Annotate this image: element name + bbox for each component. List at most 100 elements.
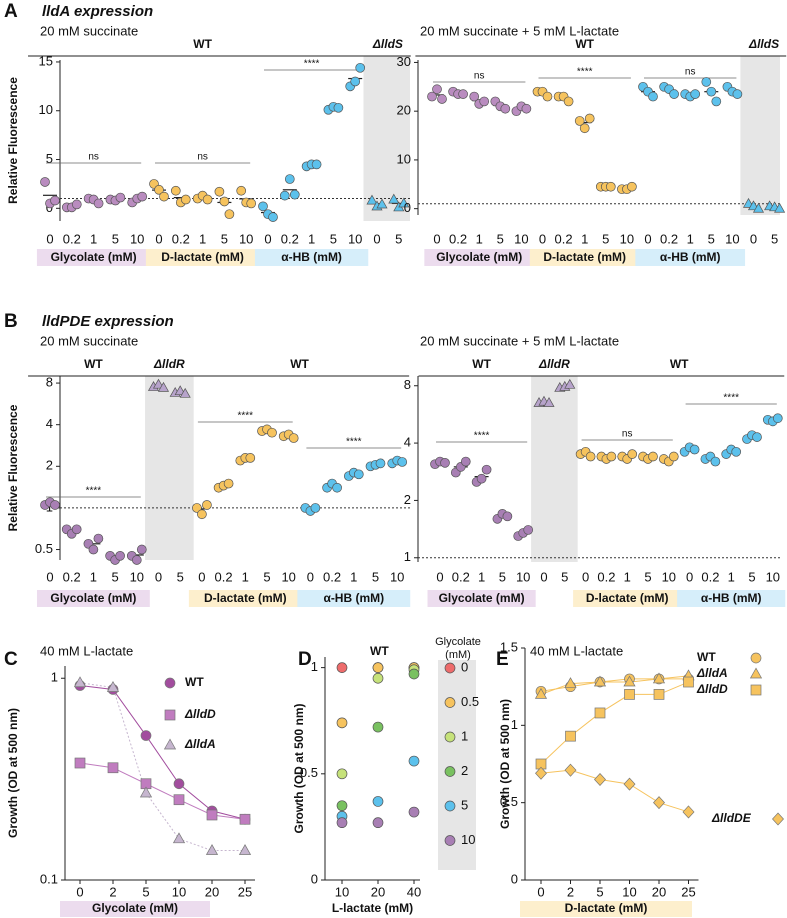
x-tick-label: 5 [111,569,118,584]
data-point [564,677,577,688]
data-point [206,809,218,821]
legend-marker [750,652,762,664]
legend-marker [444,697,456,708]
data-point [711,96,722,107]
header-label: ΔlldR [538,357,570,371]
x-tick-label: 1 [624,569,631,584]
x-tick-label: 10 [514,231,528,246]
group-label: α-HB (mM) [281,250,342,264]
x-tick-label: 10 [130,569,144,584]
data-point [372,796,384,807]
data-point [355,62,366,73]
y-tick-label: 0 [404,200,411,215]
group-label: α-HB (mM) [323,591,384,605]
data-point [653,689,665,700]
data-point [50,500,60,510]
x-tick-label: 10 [622,884,636,899]
legend-marker [164,677,176,689]
data-point [115,551,125,561]
data-point [219,196,230,207]
x-tick-label: 0 [307,569,314,584]
data-point [372,662,384,673]
data-point [333,102,344,113]
data-point [648,451,658,462]
x-tick-label: 5 [142,884,149,899]
x-axis-label: Glycolate (mM) [92,901,178,915]
data-point [223,478,234,489]
data-point [594,772,606,786]
header-label: WT [290,357,309,371]
y-tick-label: 0.5 [300,765,318,780]
data-point [648,91,658,102]
x-tick-label: 0 [433,231,440,246]
data-point [701,77,712,87]
significance-label: ns [474,71,485,82]
data-point [239,813,251,825]
data-point [624,689,635,700]
data-point [372,817,384,829]
data-point [752,432,762,442]
x-tick-label: 0 [436,569,443,584]
y-tick-label: 20 [397,103,411,118]
series-line [540,769,689,813]
header-label: WT [670,357,689,371]
y-tick-label: 1.5 [500,639,518,654]
legend-label: WT [697,650,716,664]
data-point [93,198,104,209]
y-tick-label: 8 [46,375,53,390]
x-tick-label: 20 [652,884,666,899]
data-point [627,449,638,459]
group-band [188,590,302,607]
y-tick-label: 0 [311,871,318,886]
significance-label: **** [723,393,739,404]
data-point [623,675,636,687]
group-label: D-lactate (mM) [543,250,626,264]
x-tick-label: 5 [596,884,603,899]
y-axis-label: Growth (OD at 500 nm) [6,708,20,838]
x-tick-label: 10 [390,569,404,584]
data-point [605,181,616,192]
data-point [238,844,252,855]
data-point [543,397,555,407]
legend-marker [750,684,762,696]
data-point [481,464,492,475]
x-tick-label: 0 [750,231,757,246]
y-axis-label: Growth (OD at 500 nm) [292,703,306,833]
data-point [440,457,450,468]
data-point [332,482,342,493]
y-tick-label: 0.1 [40,871,58,886]
group-band [254,249,369,266]
data-point [574,116,585,126]
x-tick-label: 5 [497,231,504,246]
group-band [145,249,260,266]
data-point [236,185,247,196]
x-tick-label: 2 [567,884,574,899]
x-label-band [520,901,692,917]
data-point [170,185,181,196]
data-point [652,672,666,684]
data-point [336,768,348,780]
data-point [627,181,637,192]
y-tick-label: 0 [511,871,518,886]
group-label: Glycolate (mM) [439,591,525,605]
panel-label: E [496,649,509,670]
y-tick-label: 5 [46,151,53,166]
significance-label: ns [197,152,208,163]
data-point [202,500,212,510]
header-label: WT [472,357,491,371]
x-tick-label: 0.2 [215,569,233,584]
data-point [376,198,388,209]
x-tick-label: 1 [199,231,206,246]
data-point [310,503,321,513]
group-label: α-HB (mM) [660,250,721,264]
y-tick-label: 1 [311,659,318,674]
x-tick-label: 5 [221,231,228,246]
legend-marker [444,662,456,674]
data-point [388,193,400,204]
data-point [432,84,442,95]
data-point [50,195,60,206]
x-tick-label: 0.2 [323,569,341,584]
data-point [197,509,207,520]
y-tick-label: 10 [397,151,411,166]
data-point [476,473,487,484]
